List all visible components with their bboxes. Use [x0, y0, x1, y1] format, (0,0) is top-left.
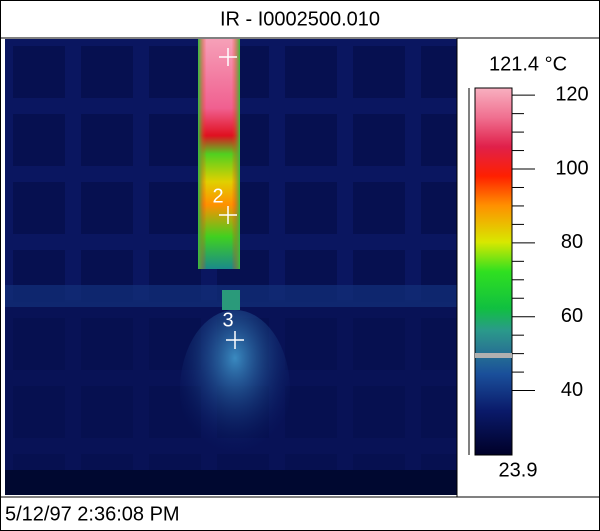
thermal-image: 2 3	[5, 39, 457, 495]
rod-edge	[198, 39, 240, 269]
drip	[222, 290, 240, 310]
floor	[5, 470, 457, 495]
tick-label: 100	[555, 157, 588, 179]
scale-min-label: 23.9	[499, 459, 538, 481]
tick-label: 40	[561, 379, 583, 401]
crosshairs	[219, 48, 244, 349]
plume	[180, 310, 290, 470]
title: IR - I0002500.010	[220, 8, 380, 30]
marker-label: 2	[212, 185, 223, 207]
color-bar	[474, 87, 513, 456]
tick-label: 80	[561, 231, 583, 253]
tick-label: 60	[561, 305, 583, 327]
isotherm-marker	[475, 353, 512, 358]
timestamp: 5/12/97 2:36:08 PM	[5, 503, 180, 525]
tick-label: 120	[555, 83, 588, 105]
marker-label: 3	[222, 309, 233, 331]
scale-max-label: 121.4 °C	[489, 53, 567, 75]
